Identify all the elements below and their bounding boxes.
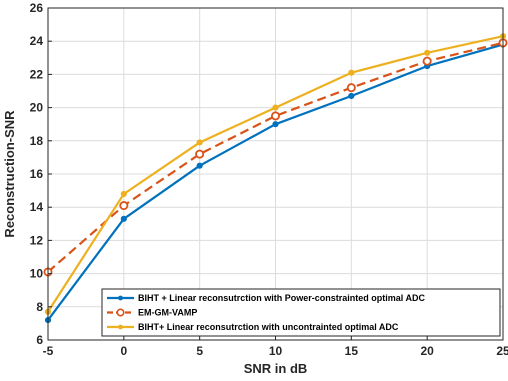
x-tick-label: 5 xyxy=(196,344,203,358)
legend-marker xyxy=(118,324,123,330)
x-axis-label: SNR in dB xyxy=(244,361,308,376)
data-point xyxy=(346,83,356,93)
data-point xyxy=(272,104,279,111)
data-point xyxy=(272,121,279,128)
x-tick-label: 20 xyxy=(420,344,434,358)
y-tick-label: 14 xyxy=(30,200,44,214)
x-tick-label: 15 xyxy=(345,344,359,358)
y-tick-label: 8 xyxy=(36,300,43,314)
x-tick-label: 10 xyxy=(269,344,283,358)
legend-entry: BIHT+ Linear reconsutrction with uncontr… xyxy=(107,322,399,332)
data-point xyxy=(422,56,432,66)
y-axis-label: Reconstruction-SNR xyxy=(2,110,17,238)
legend-label: EM-GM-VAMP xyxy=(138,308,197,318)
x-tick-label: 25 xyxy=(496,344,508,358)
y-tick-label: 12 xyxy=(30,233,44,247)
x-tick-label: 0 xyxy=(120,344,127,358)
tick-labels: -5 0 5 10 15 20 25 6 8 10 12 14 16 18 20 22 24 26 xyxy=(30,1,508,358)
legend: BIHT + Linear reconsutrction with Power-… xyxy=(101,288,501,337)
data-point xyxy=(120,215,127,222)
legend-marker xyxy=(118,295,123,301)
y-tick-label: 10 xyxy=(30,267,44,281)
data-point xyxy=(196,162,203,169)
y-tick-label: 24 xyxy=(30,34,44,48)
legend-marker xyxy=(116,308,125,317)
x-tick-label: -5 xyxy=(43,344,54,358)
legend-label: BIHT + Linear reconsutrction with Power-… xyxy=(138,293,425,303)
data-point xyxy=(424,49,431,56)
y-tick-label: 6 xyxy=(36,333,43,347)
data-point xyxy=(348,69,355,76)
y-tick-label: 26 xyxy=(30,1,44,15)
data-point xyxy=(196,139,203,146)
legend-box xyxy=(101,288,501,337)
data-point xyxy=(119,201,129,211)
y-tick-label: 16 xyxy=(30,167,44,181)
y-tick-label: 20 xyxy=(30,101,44,115)
legend-label: BIHT+ Linear reconsutrction with uncontr… xyxy=(138,322,399,332)
data-point xyxy=(195,149,205,159)
series-layer xyxy=(43,33,508,324)
legend-entry: EM-GM-VAMP xyxy=(107,308,197,318)
data-point xyxy=(120,190,127,198)
data-point xyxy=(348,92,355,100)
legend-entry: BIHT + Linear reconsutrction with Power-… xyxy=(107,293,425,303)
data-point xyxy=(270,111,280,121)
y-tick-label: 18 xyxy=(30,134,44,148)
y-tick-label: 22 xyxy=(30,67,44,81)
